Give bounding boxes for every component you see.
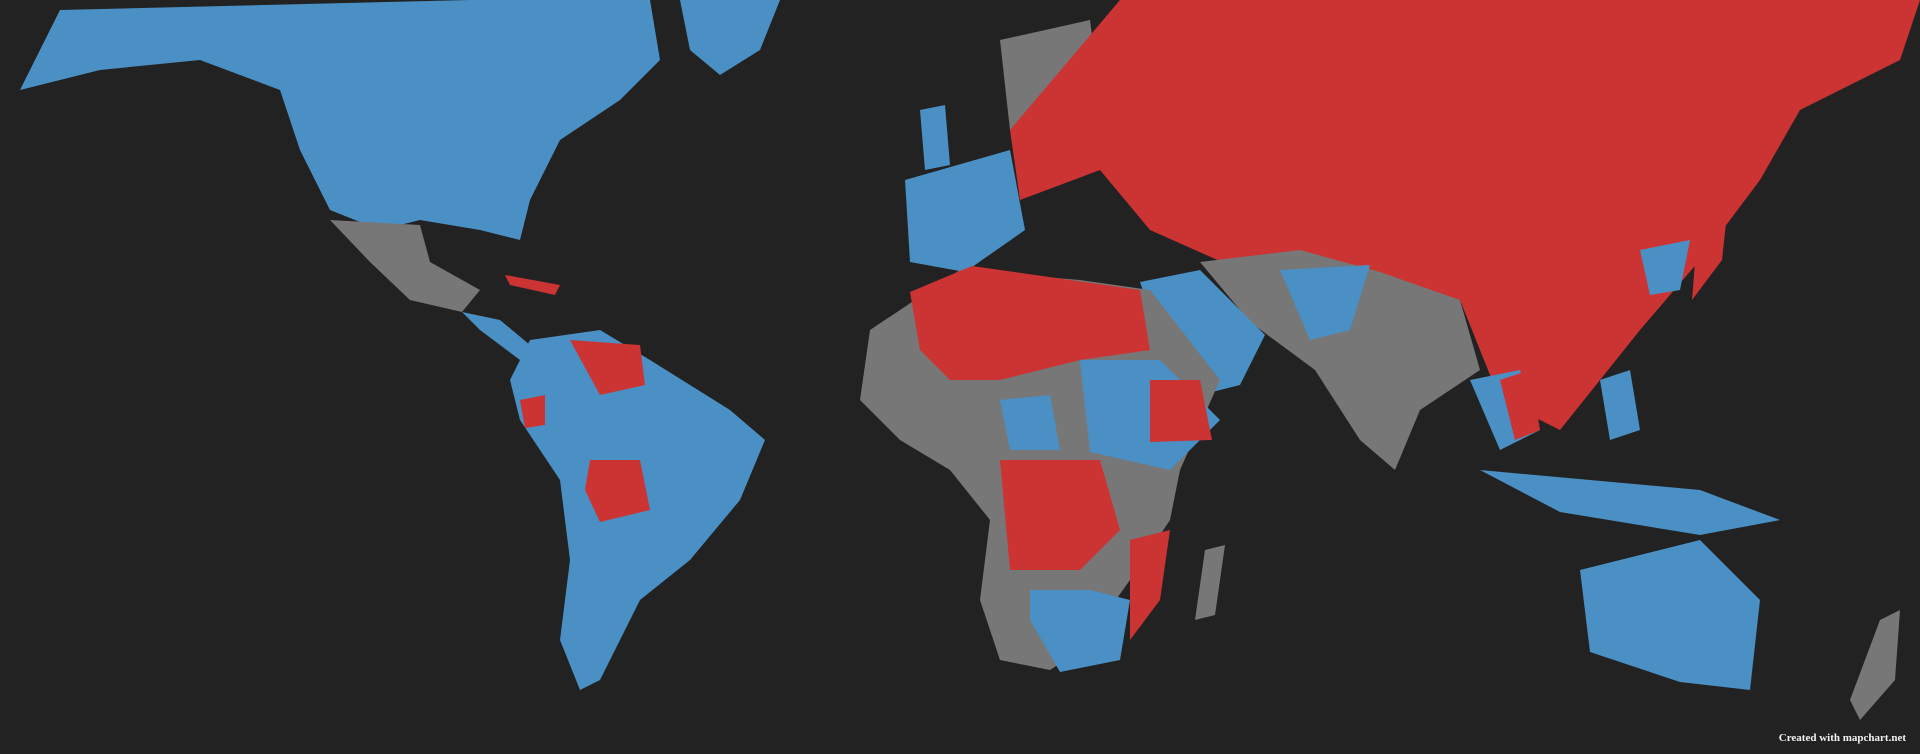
region-australia (1580, 540, 1760, 690)
region-mozambique (1130, 530, 1170, 640)
region-greenland (680, 0, 780, 75)
region-russia-china (1010, 0, 1920, 430)
attribution-text: Created with mapchart.net (1778, 732, 1906, 744)
region-uk (920, 105, 950, 170)
region-congo (1000, 460, 1120, 570)
region-middle-south-asia (1200, 250, 1480, 470)
region-north-america (20, 0, 660, 240)
region-venezuela (570, 340, 645, 395)
region-central-america (462, 312, 530, 360)
region-madagascar (1195, 545, 1225, 620)
region-indonesia (1480, 470, 1780, 535)
region-west-africa (1000, 395, 1060, 450)
region-europe (905, 150, 1025, 272)
region-ecuador (520, 395, 545, 428)
region-bolivia (585, 460, 650, 522)
region-north-africa (910, 266, 1150, 380)
region-ethiopia (1150, 380, 1212, 442)
region-vietnam (1500, 370, 1540, 440)
region-japan (1692, 140, 1735, 300)
region-korea-japan (1640, 240, 1690, 295)
region-mexico (330, 220, 480, 312)
region-new-zealand (1850, 610, 1900, 720)
region-afghanistan (1280, 265, 1370, 340)
region-philippines (1600, 370, 1640, 440)
region-southern-africa (1030, 590, 1130, 672)
region-cuba (505, 275, 560, 295)
